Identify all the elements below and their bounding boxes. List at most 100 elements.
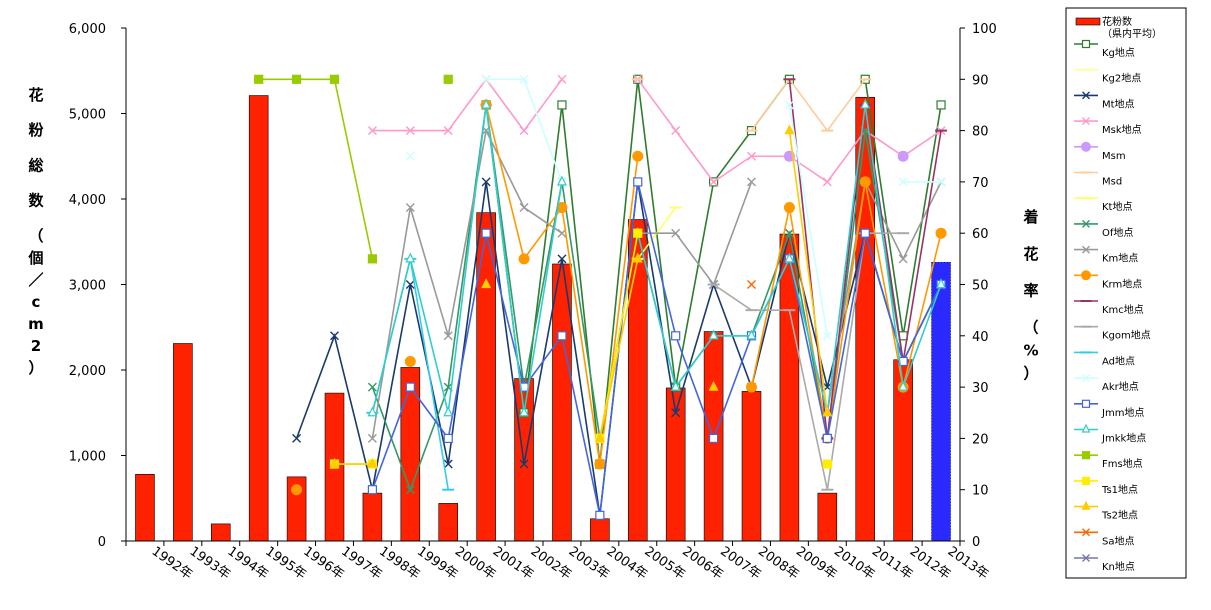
point-Jmkk地点-2009年 (784, 252, 795, 263)
legend-label-Kg地点: Kg地点 (1102, 46, 1135, 59)
point-Msk地点-2008年 (747, 151, 756, 161)
x-tick-label: 2005年 (641, 544, 687, 583)
legend-label-Ad地点: Ad地点 (1102, 354, 1135, 367)
legend-label-Fms地点: Fms地点 (1102, 457, 1143, 470)
x-tick-label: 1993年 (187, 544, 233, 583)
point-Jmm地点-2007年 (708, 433, 719, 443)
point-Mt地点-2002年 (519, 459, 529, 469)
point-Krm地点-2013年 (935, 227, 947, 239)
legend-bar-swatch (1075, 17, 1101, 26)
left-tick-label: 1,000 (69, 450, 106, 465)
point-Jmkk地点-2012年 (898, 380, 909, 391)
point-Akr地点-1999年 (405, 151, 415, 161)
point-Msk地点-2003年 (557, 74, 567, 84)
legend-marker-Ts1地点 (1081, 476, 1091, 485)
right-tick-label: 80 (972, 125, 989, 140)
legend-label-Msd: Msd (1102, 177, 1122, 188)
point-Ts2地点-2001年 (481, 278, 492, 289)
series-Ts2地点 (329, 124, 833, 468)
series-line-Akr地点 (788, 104, 829, 336)
y-axis-label-right-char: 率 (1023, 282, 1038, 300)
legend: 花粉数（県内平均） Kg地点 Kg2地点 Mt地点 Msk地点 Msm Msd Kt地点 Of地… (1065, 7, 1187, 579)
legend-marker-Krm地点 (1081, 270, 1091, 281)
legend-label-Km地点: Km地点 (1102, 252, 1138, 265)
point-Fms地点-1997年 (329, 74, 340, 84)
legend-label-Sa地点: Sa地点 (1102, 534, 1134, 547)
point-Mt地点-2006年 (671, 408, 681, 418)
point-Of地点-1999年 (405, 485, 415, 495)
point-Krm地点-2008年 (746, 381, 757, 393)
point-Jmkk地点-2002年 (519, 406, 530, 417)
bar-1994年 (210, 523, 231, 542)
series-line-Km地点 (371, 128, 563, 439)
point-Krm地点-2002年 (518, 253, 530, 265)
series-line-Msd (750, 77, 866, 132)
point-Mt地点-1996年 (292, 433, 302, 443)
point-Ts2地点-2010年 (822, 406, 833, 417)
legend-marker-Km地点 (1082, 245, 1090, 254)
legend-label-Kn地点: Kn地点 (1102, 560, 1135, 573)
point-Jmm地点-2005年 (633, 177, 643, 187)
point-Mt地点-1999年 (405, 280, 415, 289)
point-Jmkk地点-2007年 (708, 329, 719, 340)
legend-marker-Msm (1081, 141, 1091, 152)
point-Mt地点-2000年 (443, 459, 453, 469)
bar-2010年 (817, 492, 838, 542)
point-Jmkk地点-1998年 (367, 406, 378, 417)
y-axis-label-left-char: 粉 (28, 121, 43, 139)
x-tick-label: 1997年 (338, 544, 384, 583)
point-Akr地点-2009年 (784, 100, 794, 110)
point-Jmm地点-2006年 (671, 331, 681, 341)
legend-label-Kg2地点: Kg2地点 (1102, 72, 1141, 85)
point-Of地点-2009年 (784, 228, 794, 238)
series-Msd (480, 77, 872, 132)
point-Km地点-2002年 (519, 203, 529, 213)
y-axis-label-right-char: ） (1023, 364, 1038, 382)
point-Akr地点-2002年 (519, 74, 529, 84)
point-Fms地点-1995年 (254, 74, 264, 84)
point-Jmkk地点-2006年 (670, 380, 681, 391)
point-Km地点-1998年 (367, 433, 377, 443)
point-Jmkk地点-2013年 (936, 278, 947, 289)
series-Sa地点 (747, 280, 756, 289)
legend-marker-Mt地点 (1082, 91, 1090, 100)
point-Jmm地点-2003年 (557, 331, 567, 341)
point-Jmm地点-2010年 (822, 433, 832, 443)
legend-label-Ts2地点: Ts2地点 (1101, 509, 1138, 522)
point-Akr地点-2013年 (936, 177, 946, 187)
y-axis-label-left-char: 花 (28, 86, 43, 104)
point-Msm-2012年 (897, 150, 909, 162)
y-axis-label-left-char: （ (28, 227, 43, 245)
point-Krm地点-1999年 (404, 355, 416, 367)
legend-label-Kt地点: Kt地点 (1102, 200, 1132, 213)
right-tick-label: 100 (972, 22, 997, 37)
point-Km地点-2006年 (671, 228, 681, 238)
y-axis-label-left-char: ／ (28, 271, 43, 289)
point-Akr地点-2001年 (481, 74, 491, 84)
legend-marker-Kg地点 (1081, 39, 1091, 49)
right-tick-label: 20 (972, 432, 989, 447)
right-tick-label: 30 (972, 381, 989, 396)
point-Ts1地点-2010年 (822, 459, 832, 469)
right-tick-label: 40 (972, 330, 989, 345)
x-tick-label: 2003年 (566, 544, 612, 583)
x-tick-label: 1994年 (224, 544, 270, 583)
bar-2004年 (590, 518, 610, 542)
bar-layer (135, 95, 951, 542)
point-Sa地点-2008年 (747, 280, 756, 289)
legend-label-Of地点: Of地点 (1102, 226, 1133, 239)
y-axis-label-right-char: 着 (1022, 208, 1038, 226)
x-tick-label: 2007年 (717, 544, 763, 583)
point-Mt地点-1997年 (330, 331, 339, 341)
point-Km地点-2000年 (443, 331, 453, 341)
y-axis-label-left-char: 2 (31, 337, 41, 355)
y-axis-label-right: 着花率 （% ） (1022, 208, 1038, 382)
series-line-Ts1地点 (599, 233, 639, 439)
point-Jmkk地点-2008年 (746, 329, 757, 340)
legend-label-Kgom地点: Kgom地点 (1102, 329, 1151, 342)
line-layer (254, 74, 948, 520)
legend-label-Akr地点: Akr地点 (1102, 380, 1139, 393)
legend-marker-Sa地点 (1082, 528, 1090, 537)
